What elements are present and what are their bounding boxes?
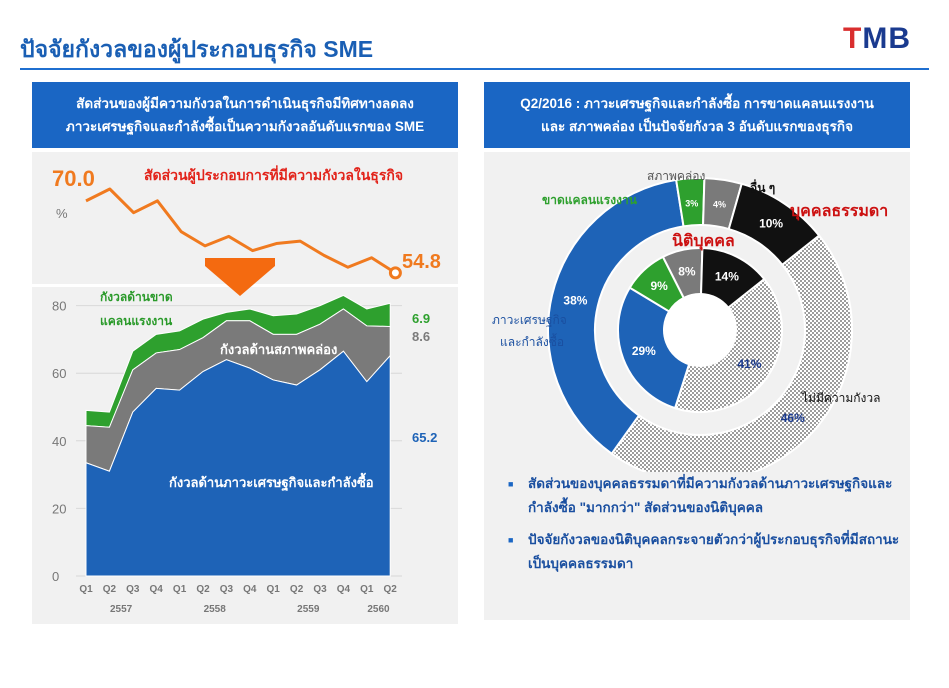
donut-slice bbox=[610, 234, 853, 472]
y-tick-label: 0 bbox=[52, 569, 59, 584]
liquidity-end-value: 8.6 bbox=[412, 329, 430, 344]
y-tick-label: 20 bbox=[52, 501, 66, 516]
x-tick-label: Q3 bbox=[313, 584, 327, 595]
slice-value-label: 41% bbox=[737, 357, 761, 371]
year-label: 2558 bbox=[204, 604, 227, 615]
y-tick-label: 40 bbox=[52, 434, 66, 449]
economy-series-label: กังวลด้านภาวะเศรษฐกิจและกำลังซื้อ bbox=[169, 472, 374, 492]
stacked-area-chart: 0 20 40 60 80 Q1 Q2 Q3 Q4 Q1 Q2 Q3 Q4 Q1 Q2 Q3 Q4 Q1 Q2 2… bbox=[52, 290, 437, 615]
finding-item: ■ ปัจจัยกังวลของนิติบุคคลกระจายตัวกว่าผู… bbox=[508, 528, 908, 576]
double-donut-chart: 46% 38% 3% 4% 10% 41% 29% 9% 8% 14% สภาพคล่อง ขาด… bbox=[492, 169, 888, 472]
x-tick-label: Q2 bbox=[103, 584, 117, 595]
economy-callout-2: และกำลังซื้อ bbox=[500, 333, 564, 349]
slice-value-label: 38% bbox=[563, 294, 587, 308]
slice-value-label: 14% bbox=[715, 269, 739, 283]
labor-end-value: 6.9 bbox=[412, 311, 430, 326]
x-tick-label: Q2 bbox=[196, 584, 210, 595]
page-title: ปัจจัยกังวลของผู้ประกอบธุรกิจ SME bbox=[20, 36, 374, 62]
donut-slice bbox=[727, 182, 821, 267]
x-tick-label: Q3 bbox=[220, 584, 234, 595]
concern-line bbox=[85, 187, 397, 275]
tmb-logo: TMB bbox=[843, 22, 911, 56]
year-label: 2557 bbox=[110, 604, 133, 615]
year-label: 2560 bbox=[367, 604, 390, 615]
line-start-label: 70.0 bbox=[52, 166, 95, 191]
left-banner-line-2: ภาวะเศรษฐกิจและกำลังซื้อเป็นความกังวลอัน… bbox=[65, 119, 425, 134]
line-end-marker bbox=[388, 266, 402, 280]
juristic-ring-label: นิติบุคคล bbox=[672, 232, 735, 251]
left-panel-banner: สัดส่วนของผู้มีความกังวลในการดำเนินธุรกิ… bbox=[32, 82, 458, 148]
finding-item: ■ สัดส่วนของบุคคลธรรมดาที่มีความกังวลด้า… bbox=[508, 472, 908, 520]
labor-series-label-2: แคลนแรงงาน bbox=[100, 314, 173, 328]
economy-area bbox=[85, 350, 391, 577]
x-tick-label: Q4 bbox=[337, 584, 351, 595]
y-tick-label: 60 bbox=[52, 366, 66, 381]
down-arrow-icon bbox=[205, 258, 275, 296]
x-tick-label: Q3 bbox=[126, 584, 140, 595]
labor-series-label-1: กังวลด้านขาด bbox=[100, 290, 173, 304]
economy-callout-1: ภาวะเศรษฐกิจ bbox=[492, 313, 567, 327]
logo-letter-t: T bbox=[843, 22, 863, 55]
concern-line-chart: 70.0 % สัดส่วนผู้ประกอบการที่มีความกังวล… bbox=[52, 165, 441, 280]
slice-value-label: 4% bbox=[713, 200, 726, 210]
labor-callout: ขาดแคลนแรงงาน bbox=[542, 193, 638, 207]
slice-value-label: 10% bbox=[759, 217, 783, 231]
line-end-label: 54.8 bbox=[402, 251, 441, 273]
x-tick-label: Q4 bbox=[243, 584, 257, 595]
right-banner-line-2: และ สภาพคล่อง เป็นปัจจัยกังวล 3 อันดับแร… bbox=[541, 119, 853, 134]
x-tick-label: Q1 bbox=[360, 584, 374, 595]
donut-center bbox=[664, 294, 736, 366]
logo-letters-mb: MB bbox=[862, 22, 911, 55]
finding-text-2: ปัจจัยกังวลของนิติบุคคลกระจายตัวกว่าผู้ป… bbox=[528, 532, 900, 571]
x-tick-label: Q2 bbox=[384, 584, 398, 595]
bullet-square-icon: ■ bbox=[508, 479, 514, 489]
liquidity-callout: สภาพคล่อง bbox=[647, 169, 705, 183]
liquidity-series-label: กังวลด้านสภาพคล่อง bbox=[220, 342, 337, 357]
economy-end-value: 65.2 bbox=[412, 430, 437, 445]
year-label: 2559 bbox=[297, 604, 320, 615]
no-worry-callout: ไม่มีความกังวล bbox=[801, 391, 881, 405]
donut-slice bbox=[547, 178, 685, 456]
y-tick-label: 80 bbox=[52, 299, 66, 314]
x-tick-label: Q1 bbox=[79, 584, 93, 595]
individual-ring-label: บุคคลธรรมดา bbox=[790, 203, 888, 221]
right-banner-line-1: Q2/2016 : ภาวะเศรษฐกิจและกำลังซื้อ การขา… bbox=[520, 96, 874, 111]
x-tick-label: Q4 bbox=[150, 584, 164, 595]
slice-value-label: 8% bbox=[678, 264, 696, 278]
other-callout: อื่น ๆ bbox=[750, 179, 775, 195]
x-tick-label: Q1 bbox=[267, 584, 281, 595]
x-tick-label: Q1 bbox=[173, 584, 187, 595]
right-panel-banner: Q2/2016 : ภาวะเศรษฐกิจและกำลังซื้อ การขา… bbox=[484, 82, 910, 148]
line-chart-label: สัดส่วนผู้ประกอบการที่มีความกังวลในธุรกิ… bbox=[144, 165, 403, 184]
line-unit-label: % bbox=[56, 206, 68, 221]
finding-text-1: สัดส่วนของบุคคลธรรมดาที่มีความกังวลด้านภ… bbox=[528, 476, 893, 515]
slice-value-label: 29% bbox=[632, 344, 656, 358]
title-divider bbox=[20, 68, 929, 70]
slice-value-label: 46% bbox=[781, 411, 805, 425]
left-banner-line-1: สัดส่วนของผู้มีความกังวลในการดำเนินธุรกิ… bbox=[76, 96, 414, 111]
slice-value-label: 3% bbox=[685, 198, 698, 208]
x-tick-label: Q2 bbox=[290, 584, 304, 595]
findings-list: ■ สัดส่วนของบุคคลธรรมดาที่มีความกังวลด้า… bbox=[508, 472, 908, 584]
slice-value-label: 9% bbox=[650, 279, 668, 293]
bullet-square-icon: ■ bbox=[508, 535, 514, 545]
